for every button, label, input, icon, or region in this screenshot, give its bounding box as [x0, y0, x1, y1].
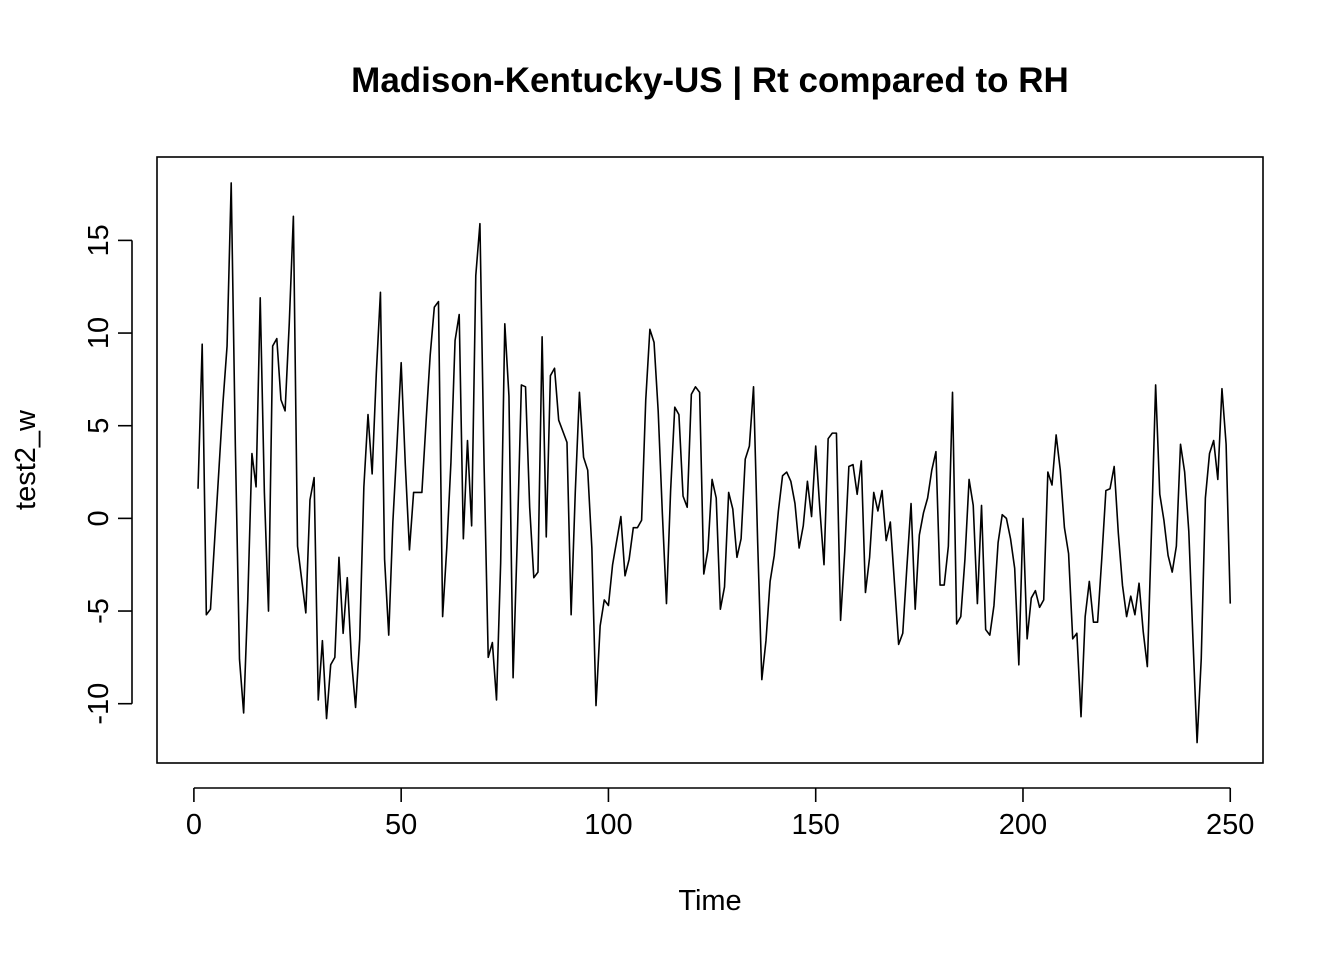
chart-title: Madison-Kentucky-US | Rt compared to RH — [351, 61, 1069, 100]
y-tick-label: -10 — [83, 683, 115, 725]
x-tick-label: 100 — [584, 809, 632, 841]
y-axis: -10 -5 0 5 10 15 — [83, 224, 133, 725]
y-tick-label: -5 — [83, 598, 115, 624]
x-tick-label: 50 — [385, 809, 417, 841]
y-tick-label: 15 — [83, 224, 115, 256]
x-tick-label: 250 — [1206, 809, 1254, 841]
x-tick-label: 150 — [792, 809, 840, 841]
x-axis: 0 50 100 150 200 250 — [186, 787, 1254, 841]
series-line — [197, 182, 1232, 744]
y-axis-label: test2_w — [10, 409, 42, 510]
x-axis-label: Time — [678, 885, 741, 917]
plot-frame — [156, 156, 1264, 764]
y-tick-label: 0 — [83, 510, 115, 526]
y-tick-label: 5 — [83, 418, 115, 434]
y-tick-label: 10 — [83, 317, 115, 349]
x-tick-label: 200 — [999, 809, 1047, 841]
x-tick-label: 0 — [186, 809, 202, 841]
